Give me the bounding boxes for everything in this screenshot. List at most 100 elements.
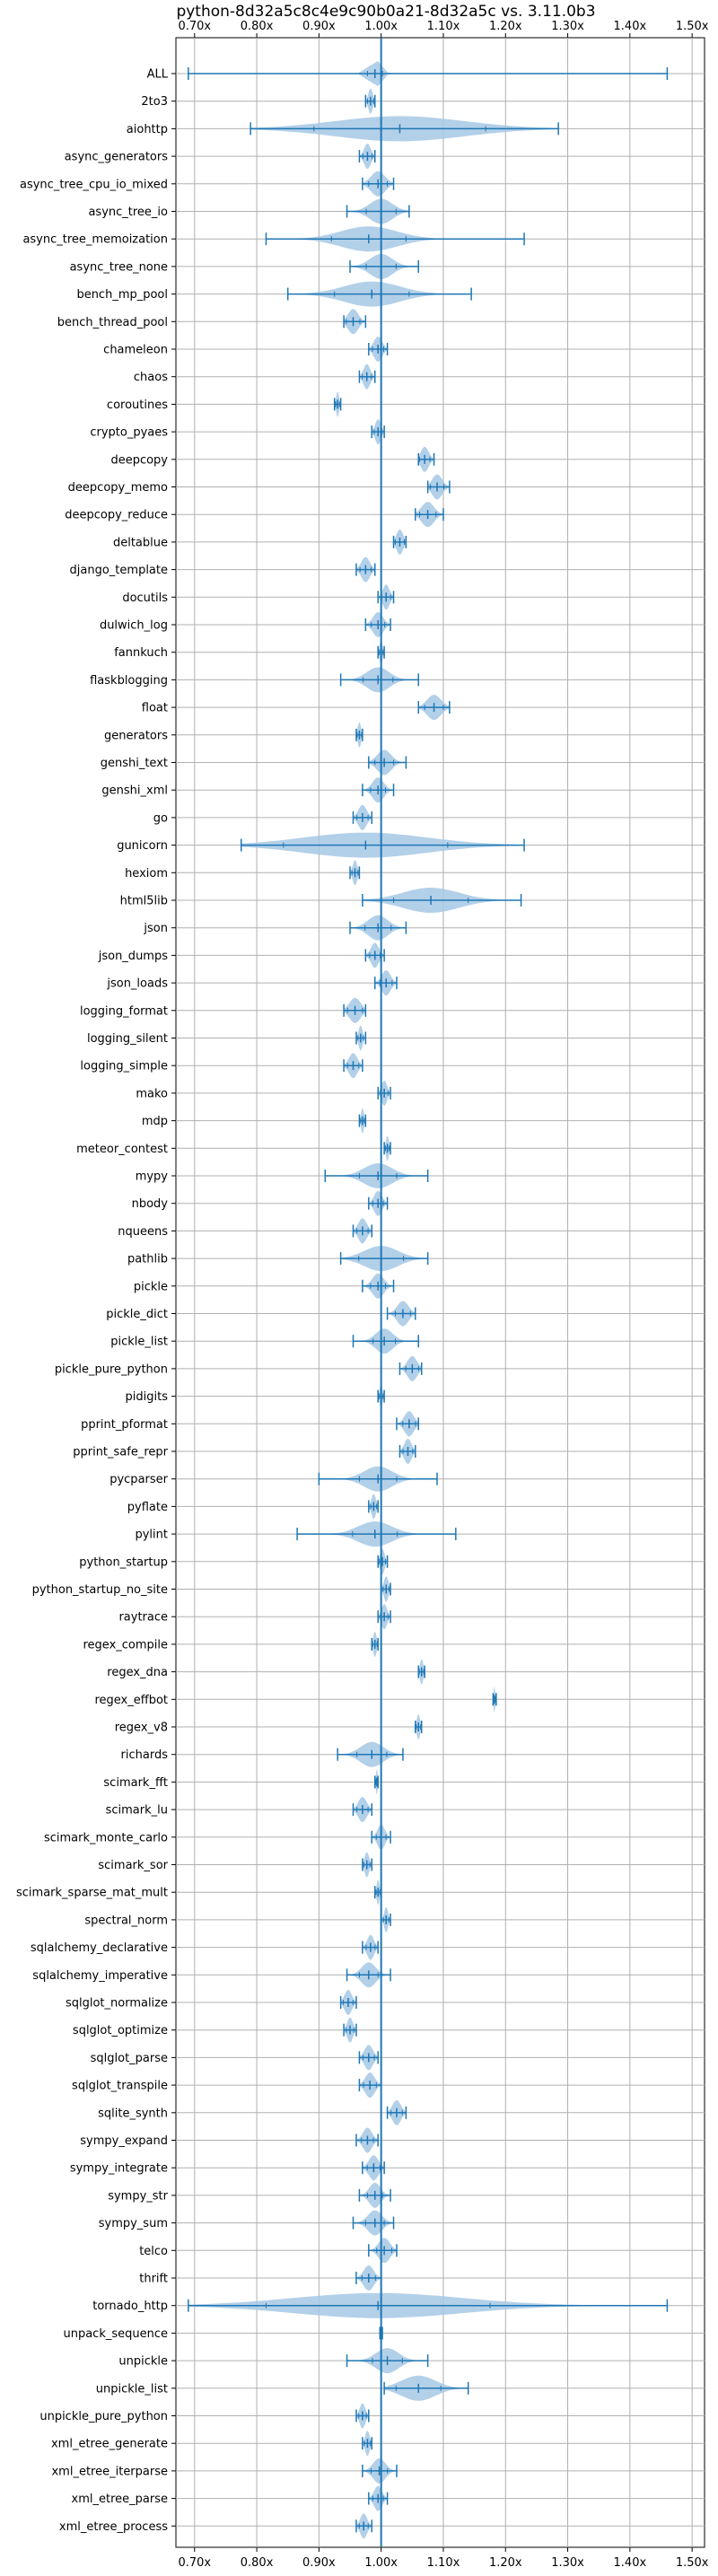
category-label: async_tree_memoization <box>22 233 168 247</box>
violin-gunicorn <box>241 832 525 858</box>
category-label: sqlglot_optimize <box>73 2024 168 2037</box>
category-label: pylint <box>135 1529 168 1542</box>
violin-thrift <box>355 2265 382 2291</box>
chart-title: python-8d32a5c8c4e9c90b0a21-8d32a5c vs. … <box>176 3 595 21</box>
category-label: coroutines <box>107 399 168 412</box>
violin-xml_etree_generate <box>362 2431 373 2457</box>
category-label: docutils <box>122 591 168 605</box>
violin-go <box>352 804 373 830</box>
violin-python_startup_no_site <box>380 1576 391 1602</box>
violin-scimark_sparse_mat_mult <box>373 1879 382 1906</box>
violin-html5lib <box>362 888 522 913</box>
category-label: 2to3 <box>141 95 168 109</box>
violin-async_tree_none <box>349 253 419 279</box>
category-label: pickle_list <box>110 1336 168 1349</box>
category-label: regex_v8 <box>115 1722 168 1735</box>
category-label: sqlglot_transpile <box>72 2080 168 2093</box>
violin-flaskblogging <box>339 667 419 693</box>
x-tick-label-bottom: 0.90x <box>302 2556 336 2570</box>
category-label: unpickle <box>118 2355 168 2369</box>
category-label: json_loads <box>106 977 168 991</box>
category-label: sympy_integrate <box>70 2162 168 2176</box>
category-label: bench_thread_pool <box>57 316 168 329</box>
violin-regex_compile <box>371 1631 379 1657</box>
category-label: logging_silent <box>87 1032 168 1046</box>
violin-xml_etree_iterparse <box>362 2458 398 2484</box>
violin-generators <box>355 722 363 748</box>
violin-hexiom <box>349 860 361 886</box>
violin-sqlite_synth <box>386 2099 407 2125</box>
category-label: async_tree_io <box>88 206 168 219</box>
category-label: async_tree_none <box>70 260 168 274</box>
violin-mypy <box>324 1163 429 1188</box>
violin-mdp <box>358 1108 367 1134</box>
violin-regex_dna <box>417 1659 425 1685</box>
category-label: sympy_str <box>108 2189 168 2203</box>
category-label: mako <box>136 1087 168 1100</box>
category-label: raytrace <box>118 1611 168 1625</box>
category-label: pyflate <box>127 1501 168 1514</box>
violin-unpickle_pure_python <box>355 2403 370 2429</box>
category-label: json <box>143 922 168 935</box>
violin-chameleon <box>368 337 389 362</box>
category-label: logging_format <box>80 1004 168 1018</box>
x-tick-label-bottom: 1.20x <box>489 2556 522 2570</box>
violin-pprint_safe_repr <box>398 1439 416 1464</box>
category-label: regex_dna <box>107 1666 168 1679</box>
violin-bench_mp_pool <box>286 281 472 307</box>
x-tick-label-bottom: 1.50x <box>676 2556 709 2570</box>
violin-dulwich_log <box>364 612 391 637</box>
violin-sympy_sum <box>352 2210 395 2236</box>
category-label: logging_simple <box>80 1060 168 1073</box>
category-label: crypto_pyaes <box>90 426 168 440</box>
x-tick-label-top: 1.10x <box>427 20 460 33</box>
category-label: richards <box>121 1748 169 1762</box>
violin-pickle_dict <box>386 1301 416 1327</box>
violin-sympy_expand <box>355 2127 379 2153</box>
category-label: python_startup_no_site <box>32 1583 168 1597</box>
violin-regex_v8 <box>415 1714 423 1739</box>
x-tick-label-bottom: 1.30x <box>551 2556 584 2570</box>
category-label: deltablue <box>113 536 168 549</box>
category-label: telco <box>139 2245 168 2258</box>
violin-telco <box>368 2238 398 2264</box>
violin-scimark_fft <box>373 1769 379 1795</box>
category-label: pycparser <box>109 1473 168 1486</box>
x-tick-label-bottom: 1.40x <box>614 2556 647 2570</box>
x-tick-label-top: 1.50x <box>676 20 709 33</box>
category-label: scimark_sparse_mat_mult <box>16 1887 168 1900</box>
violin-float <box>417 695 451 721</box>
category-label: flaskblogging <box>90 674 168 688</box>
violin-unpickle <box>346 2348 429 2374</box>
category-label: meteor_contest <box>76 1143 168 1156</box>
category-label: django_template <box>70 564 168 577</box>
category-label: pickle_dict <box>106 1308 168 1321</box>
category-label: unpickle_pure_python <box>39 2410 168 2423</box>
violin-logging_silent <box>355 1025 367 1051</box>
x-tick-label-bottom: 0.70x <box>178 2556 211 2570</box>
x-tick-label-top: 0.90x <box>302 20 336 33</box>
violin-async_tree_memoization <box>265 226 525 252</box>
violin-async_tree_cpu_io_mixed <box>362 171 395 197</box>
category-label: hexiom <box>125 867 168 881</box>
category-label: pprint_safe_repr <box>73 1446 168 1459</box>
violin-sqlglot_optimize <box>343 2017 357 2043</box>
violin-spectral_norm <box>380 1906 391 1932</box>
category-label: async_tree_cpu_io_mixed <box>20 178 168 191</box>
violin-pycparser <box>318 1466 438 1492</box>
category-label: sqlite_synth <box>98 2107 168 2120</box>
violin-deepcopy_reduce <box>415 502 444 528</box>
category-label: thrift <box>139 2273 168 2286</box>
category-label: unpickle_list <box>96 2382 168 2396</box>
category-label: fannkuch <box>114 646 168 660</box>
x-tick-label-top: 0.70x <box>178 20 211 33</box>
x-tick-label-bottom: 1.10x <box>427 2556 460 2570</box>
violin-2to3 <box>364 88 376 114</box>
violin-sympy_str <box>358 2182 391 2208</box>
category-label: tornado_http <box>92 2300 168 2313</box>
violin-aiohttp <box>250 116 559 142</box>
category-label: chaos <box>134 371 168 384</box>
violin-pprint_pformat <box>396 1411 419 1437</box>
category-label: xml_etree_generate <box>51 2438 168 2451</box>
